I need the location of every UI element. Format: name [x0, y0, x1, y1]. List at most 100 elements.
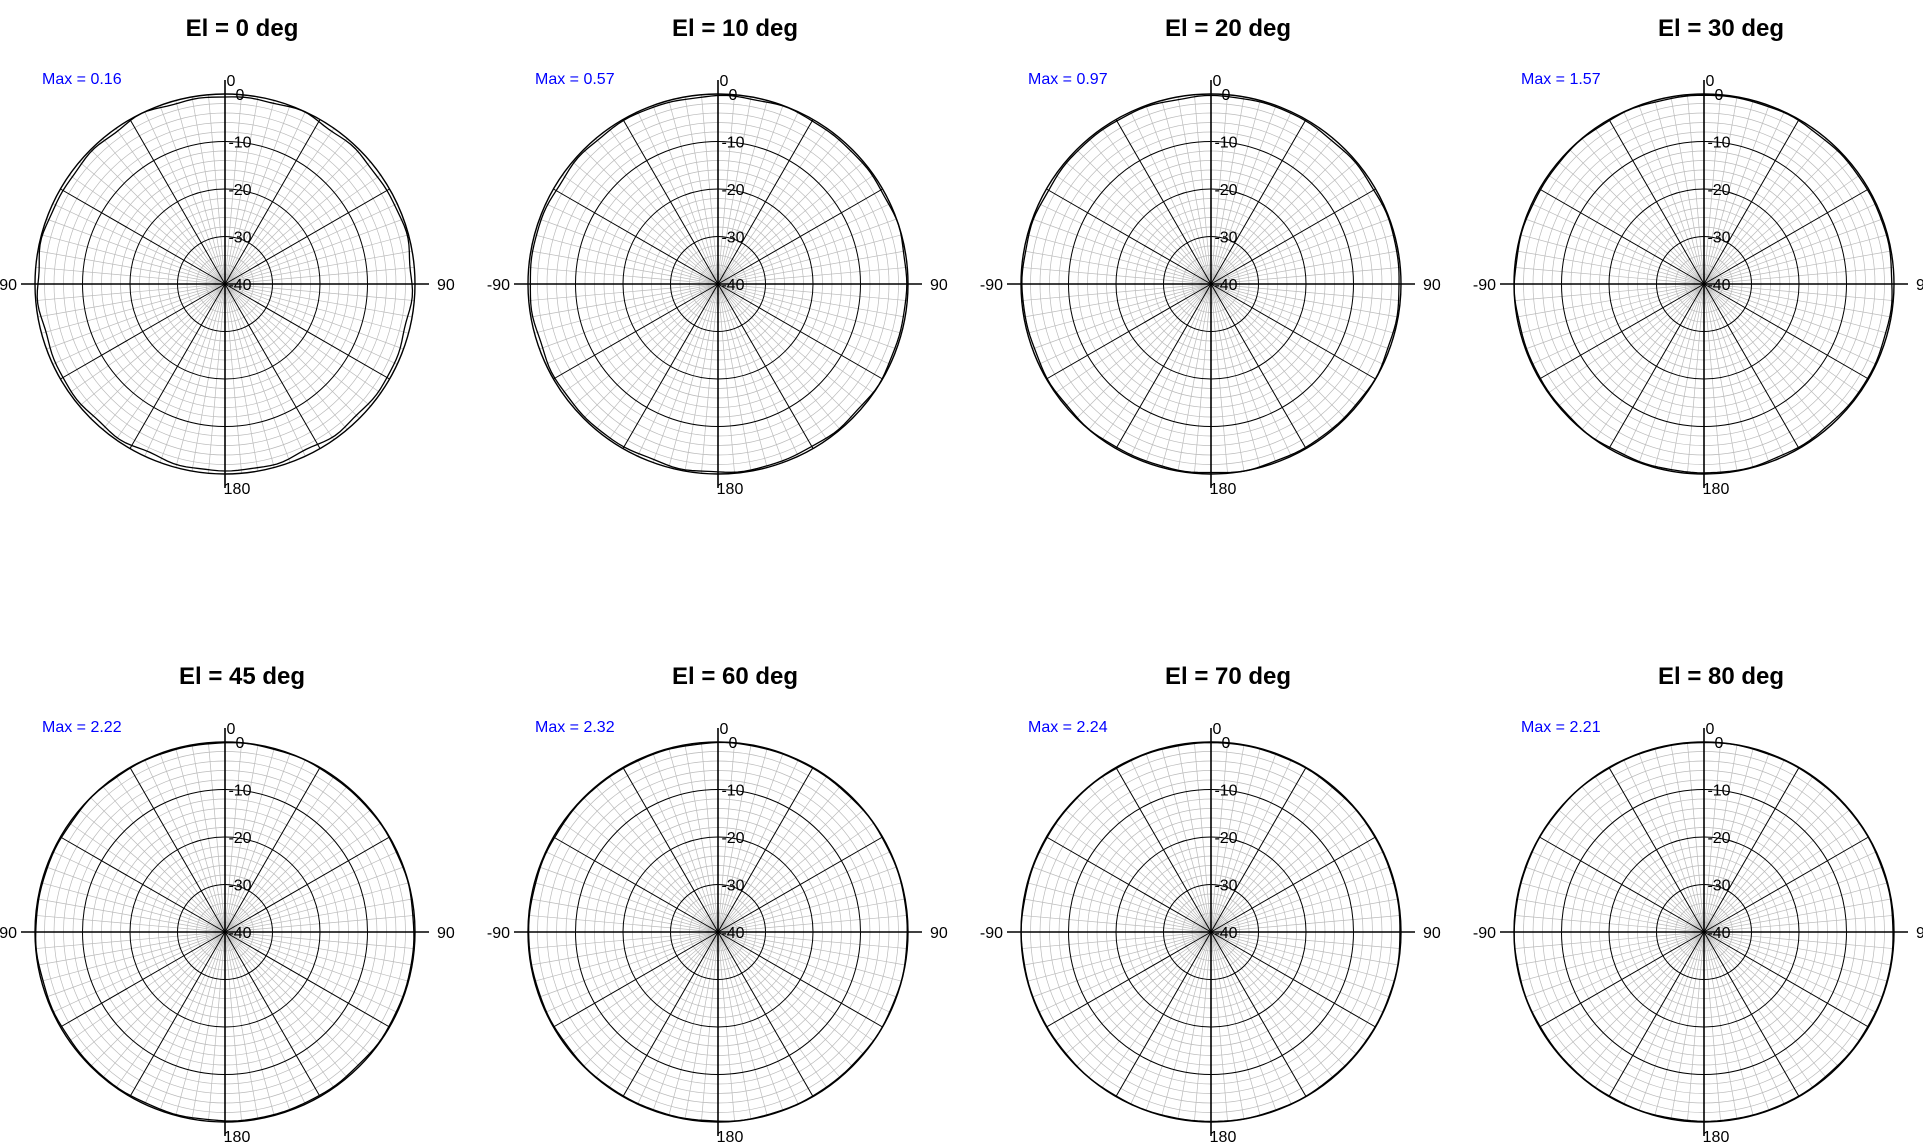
max-label: Max = 2.24 [1028, 719, 1108, 736]
radial-tick-label: -30 [228, 230, 251, 247]
radial-tick-label: -30 [721, 878, 744, 895]
angle-label-top: 0 [1706, 73, 1715, 90]
radial-tick-label: -30 [1707, 230, 1730, 247]
radial-tick-label: -40 [228, 925, 251, 942]
angle-label-left: -90 [487, 925, 510, 942]
pattern-trace [1021, 94, 1400, 474]
chart-title: El = 20 deg [1165, 15, 1291, 42]
major-radial-grid [21, 80, 429, 488]
radial-tick-label: -20 [228, 830, 251, 847]
radial-tick-label: -10 [228, 783, 251, 800]
outer-circle [527, 93, 909, 475]
angle-label-top: 0 [1706, 721, 1715, 738]
major-radial-grid [514, 80, 922, 488]
angle-label-bottom: 180 [717, 481, 744, 498]
radial-tick-label: 0 [1715, 87, 1724, 104]
chart-title: El = 80 deg [1658, 663, 1784, 690]
max-label: Max = 0.97 [1028, 71, 1108, 88]
radial-tick-label: -10 [1214, 135, 1237, 152]
radial-tick-label: 0 [729, 87, 738, 104]
max-label: Max = 1.57 [1521, 71, 1601, 88]
polar-panel-2: El = 10 deg Max = 0.57 0 180 90 -90 0 -10 -20 -30… [487, 15, 948, 498]
angle-label-bottom: 180 [1210, 481, 1237, 498]
pattern-trace [36, 96, 414, 472]
angle-label-top: 0 [720, 73, 729, 90]
radial-tick-label: -40 [1214, 277, 1237, 294]
chart-title: El = 0 deg [186, 15, 299, 42]
angle-label-bottom: 180 [1703, 481, 1730, 498]
major-radial-grid [1500, 728, 1908, 1136]
angle-label-right: 90 [1916, 925, 1923, 942]
max-label: Max = 2.32 [535, 719, 615, 736]
radial-tick-label: 0 [729, 735, 738, 752]
radial-tick-label: -30 [228, 878, 251, 895]
angle-label-bottom: 180 [1703, 1129, 1730, 1145]
chart-title: El = 30 deg [1658, 15, 1784, 42]
angle-label-right: 90 [930, 277, 948, 294]
angle-label-left: -90 [980, 277, 1003, 294]
polar-panel-1: El = 0 deg Max = 0.16 0 180 90 -90 0 -10 -20 -30 -… [0, 15, 455, 498]
radial-tick-label: -10 [721, 135, 744, 152]
max-label: Max = 0.16 [42, 71, 122, 88]
max-label: Max = 2.22 [42, 719, 122, 736]
angle-label-bottom: 180 [224, 481, 251, 498]
radial-tick-label: -10 [1707, 783, 1730, 800]
pattern-trace [1513, 94, 1893, 474]
radial-tick-label: -10 [1214, 783, 1237, 800]
major-radial-grid [21, 728, 429, 1136]
radial-tick-label: 0 [1222, 87, 1231, 104]
polar-panel-4: El = 30 deg Max = 1.57 0 180 90 -90 0 -10 -20 -30… [1473, 15, 1923, 498]
angle-label-left: -90 [0, 925, 17, 942]
radial-tick-label: -40 [1707, 277, 1730, 294]
radial-tick-label: -40 [721, 277, 744, 294]
radial-tick-label: -20 [1214, 182, 1237, 199]
angle-label-right: 90 [437, 925, 455, 942]
radial-tick-label: -20 [1214, 830, 1237, 847]
angle-label-right: 90 [1423, 925, 1441, 942]
radial-tick-label: -20 [721, 830, 744, 847]
pattern-trace [35, 741, 415, 1122]
angle-label-left: -90 [0, 277, 17, 294]
pattern-trace [1513, 741, 1894, 1123]
angle-label-left: -90 [1473, 277, 1496, 294]
angle-label-bottom: 180 [224, 1129, 251, 1145]
radial-tick-label: 0 [236, 87, 245, 104]
angle-label-bottom: 180 [1210, 1129, 1237, 1145]
angle-label-top: 0 [227, 73, 236, 90]
chart-title: El = 10 deg [672, 15, 798, 42]
max-label: Max = 2.21 [1521, 719, 1601, 736]
radial-tick-label: -40 [228, 277, 251, 294]
radial-tick-label: -10 [721, 783, 744, 800]
angle-label-top: 0 [720, 721, 729, 738]
radial-tick-label: -30 [1214, 878, 1237, 895]
angle-label-right: 90 [930, 925, 948, 942]
radial-tick-label: -30 [1707, 878, 1730, 895]
angle-label-right: 90 [1916, 277, 1923, 294]
radial-tick-label: -20 [721, 182, 744, 199]
radial-tick-label: -30 [1214, 230, 1237, 247]
max-label: Max = 0.57 [535, 71, 615, 88]
outer-circle [34, 93, 416, 475]
radial-tick-label: -30 [721, 230, 744, 247]
major-radial-grid [1007, 80, 1415, 488]
pattern-trace [529, 94, 908, 473]
angle-label-left: -90 [980, 925, 1003, 942]
radial-tick-label: 0 [236, 735, 245, 752]
outer-circle [1020, 93, 1402, 475]
radial-tick-label: 0 [1715, 735, 1724, 752]
polar-panel-8: El = 80 deg Max = 2.21 0 180 90 -90 0 -10 -20 -30… [1473, 663, 1923, 1145]
radial-tick-label: -40 [721, 925, 744, 942]
radial-tick-label: -20 [228, 182, 251, 199]
pattern-trace [1020, 741, 1401, 1123]
angle-label-top: 0 [227, 721, 236, 738]
angle-label-left: -90 [487, 277, 510, 294]
polar-panel-3: El = 20 deg Max = 0.97 0 180 90 -90 0 -10 -20 -30… [980, 15, 1441, 498]
radial-tick-label: -40 [1707, 925, 1730, 942]
angle-label-right: 90 [1423, 277, 1441, 294]
polar-panel-6: El = 60 deg Max = 2.32 0 180 90 -90 0 -10 -20 -30… [487, 663, 948, 1145]
major-radial-grid [514, 728, 922, 1136]
chart-title: El = 60 deg [672, 663, 798, 690]
polar-panel-7: El = 70 deg Max = 2.24 0 180 90 -90 0 -10 -20 -30… [980, 663, 1441, 1145]
radial-tick-label: -20 [1707, 830, 1730, 847]
